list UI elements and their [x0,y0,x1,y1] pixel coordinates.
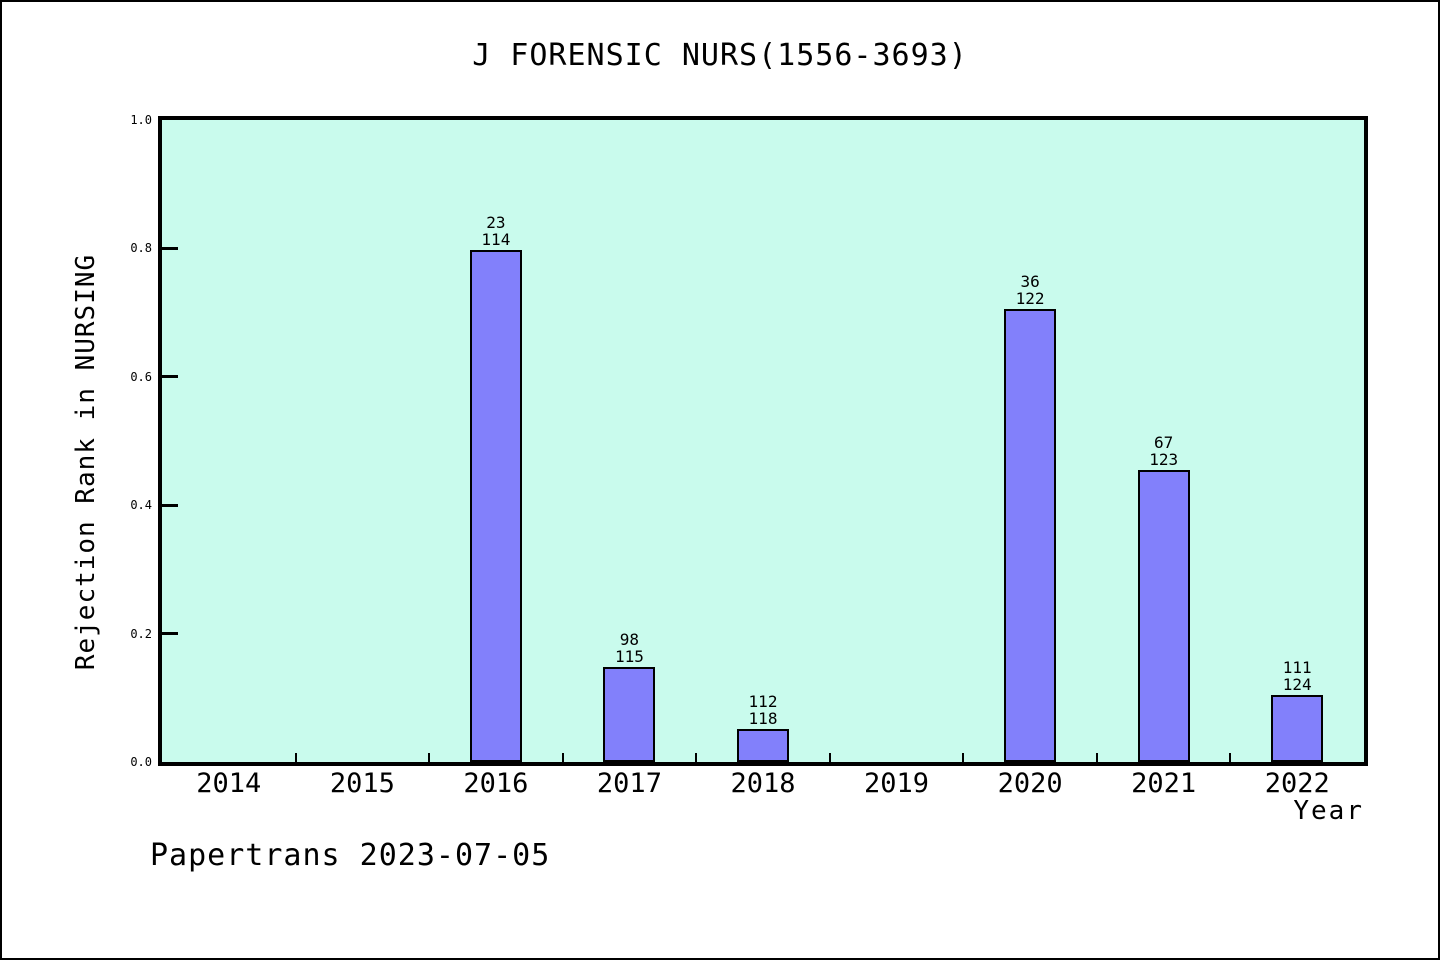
watermark-text: Papertrans 2023-07-05 [150,838,551,873]
x-tick-label-2020: 2020 [997,768,1063,799]
chart-title: J FORENSIC NURS(1556-3693) [472,38,968,73]
bar-2022 [1271,694,1324,762]
x-tick-label-2022: 2022 [1264,768,1330,799]
x-tick-label-2018: 2018 [730,768,796,799]
x-tick-label-2021: 2021 [1131,768,1197,799]
x-tick [561,753,564,762]
x-tick-label-2017: 2017 [596,768,662,799]
bar-2021 [1137,469,1190,762]
x-tick-label-2019: 2019 [864,768,930,799]
y-tick [162,632,178,636]
bar-label-2021: 67 123 [1149,432,1179,469]
y-axis-label: Rejection Rank in NURSING [71,253,101,671]
bar-2016 [469,249,522,762]
bar-2017 [603,666,656,762]
x-tick-label-2016: 2016 [463,768,529,799]
y-tick-label-0.8: 0.8 [130,241,152,256]
y-tick-label-0.4: 0.4 [130,498,152,513]
bar-label-2018: 112 118 [748,692,778,729]
x-tick [428,753,431,762]
x-tick [1229,753,1232,762]
y-tick-label-1.0: 1.0 [130,113,152,127]
bars-layer: 23 114 98 115 112 118 36 122 67 123 111 124 [162,120,1364,762]
bar-label-2016: 23 114 [481,212,511,249]
y-tick-label-0.2: 0.2 [130,626,152,641]
x-tick [294,753,297,762]
x-tick [962,753,965,762]
bar-label-2017: 98 115 [614,629,644,666]
x-tick [828,753,831,762]
bar-label-2020: 36 122 [1015,272,1045,309]
x-tick [1095,753,1098,762]
bar-2020 [1004,309,1057,762]
x-tick [695,753,698,762]
y-tick [162,503,178,507]
x-tick-label-2015: 2015 [329,768,395,799]
y-tick [162,246,178,250]
y-tick [162,375,178,379]
bar-2018 [737,729,789,762]
x-axis-label: Year [1293,796,1364,826]
bar-label-2022: 111 124 [1282,657,1312,694]
x-tick-label-2014: 2014 [196,768,262,799]
y-tick-label-0.0: 0.0 [130,755,152,769]
y-tick-label-0.6: 0.6 [130,369,152,384]
